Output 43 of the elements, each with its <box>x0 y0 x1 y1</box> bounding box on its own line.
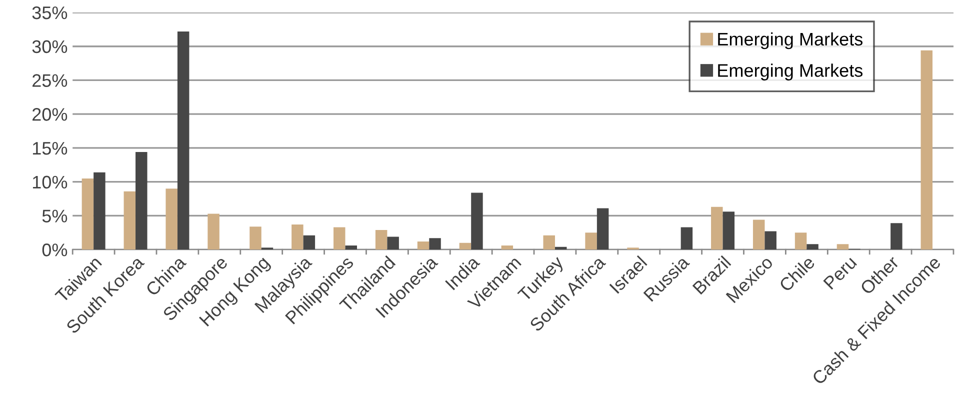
bar <box>177 31 190 250</box>
bar <box>208 214 220 250</box>
y-tick-label: 30% <box>32 40 68 54</box>
bar <box>794 232 807 250</box>
bar <box>680 227 693 250</box>
bar <box>596 208 609 250</box>
bar <box>836 244 849 250</box>
bar <box>752 220 765 250</box>
bar <box>501 246 514 250</box>
bar <box>136 152 148 250</box>
bar <box>292 224 304 250</box>
bar <box>722 212 735 250</box>
y-tick-label: 25% <box>32 74 68 87</box>
bar <box>375 230 388 250</box>
bar <box>124 191 136 250</box>
bar <box>554 246 567 250</box>
bar <box>890 223 902 250</box>
y-tick-label: 20% <box>32 108 68 121</box>
legend-label: Emerging Markets <box>718 32 863 50</box>
legend-label: Emerging Markets <box>718 64 863 80</box>
bar <box>166 188 178 250</box>
bar <box>417 241 430 250</box>
y-tick-label: 5% <box>42 210 68 222</box>
bar <box>94 172 106 250</box>
bar <box>250 226 262 250</box>
y-tick-label: 0% <box>42 244 68 256</box>
bar <box>920 50 933 250</box>
bar <box>303 235 316 250</box>
bar <box>459 242 472 250</box>
bar <box>585 232 597 250</box>
bar <box>82 178 94 250</box>
y-tick-label: 10% <box>32 176 68 189</box>
bar <box>806 244 818 250</box>
y-tick-label: 15% <box>32 142 68 155</box>
bar <box>334 227 346 250</box>
bar <box>387 236 399 250</box>
bar <box>543 235 555 250</box>
bar <box>764 231 776 250</box>
bar <box>471 192 483 250</box>
bar <box>345 246 357 250</box>
bar <box>711 206 723 250</box>
y-tick-label: 35% <box>32 6 68 20</box>
bar <box>429 238 441 250</box>
